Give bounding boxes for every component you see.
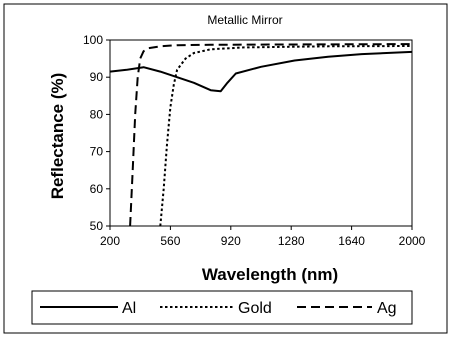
x-tick-label-1: 560 — [160, 234, 180, 248]
y-axis-ticks: 50 60 70 80 90 100 — [83, 33, 110, 233]
y-tick-label-2: 70 — [90, 145, 104, 159]
y-tick-label-0: 50 — [90, 219, 104, 233]
x-tick-label-0: 200 — [100, 234, 120, 248]
series-line-gold — [159, 45, 413, 227]
legend: Al Gold Ag — [31, 290, 413, 325]
legend-label-al: Al — [122, 300, 136, 317]
x-axis-title: Wavelength (nm) — [202, 265, 338, 284]
chart-frame — [3, 3, 448, 334]
chart-title: Metallic Mirror — [207, 13, 282, 27]
y-tick-label-1: 60 — [90, 182, 104, 196]
legend-label-ag: Ag — [377, 300, 397, 317]
x-axis-ticks: 200 560 920 1280 1640 2000 — [100, 226, 426, 248]
legend-items: Al Gold Ag — [40, 300, 397, 317]
series-line-al — [109, 50, 413, 93]
legend-label-gold: Gold — [238, 300, 272, 317]
series-line-ag — [129, 43, 413, 227]
y-tick-label-4: 90 — [90, 70, 104, 84]
y-axis-title: Reflectance (%) — [48, 73, 67, 200]
x-tick-label-5: 2000 — [399, 234, 426, 248]
series-layer — [109, 43, 413, 227]
y-tick-label-3: 80 — [90, 107, 104, 121]
y-tick-label-5: 100 — [83, 33, 103, 47]
x-tick-label-3: 1280 — [278, 234, 305, 248]
x-tick-label-4: 1640 — [338, 234, 365, 248]
x-tick-label-2: 920 — [221, 234, 241, 248]
plot-area-border — [109, 39, 413, 227]
